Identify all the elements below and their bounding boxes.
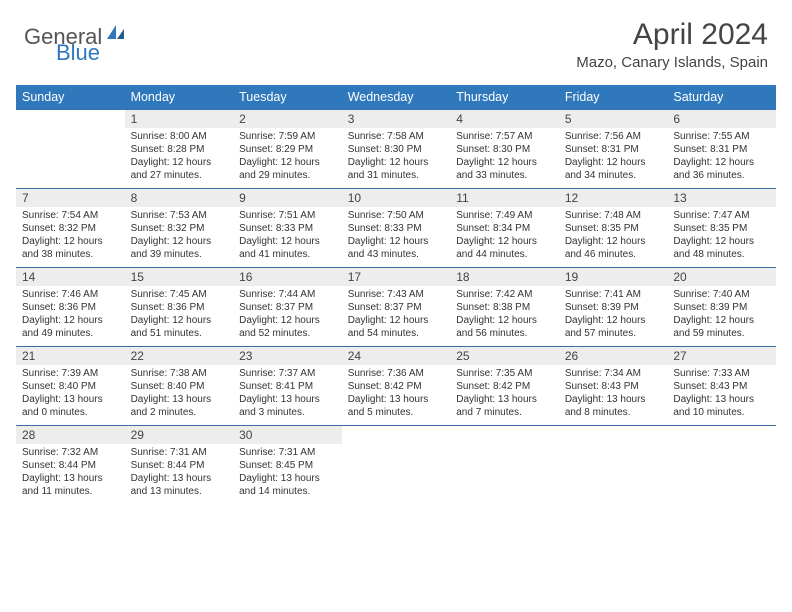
day-number-cell: 1 <box>125 110 234 129</box>
day-detail-cell <box>16 128 125 189</box>
location-label: Mazo, Canary Islands, Spain <box>576 54 768 71</box>
day-detail-cell: Sunrise: 8:00 AM Sunset: 8:28 PM Dayligh… <box>125 128 234 189</box>
daynum-row: 282930 <box>16 426 776 445</box>
weekday-header: Friday <box>559 85 668 110</box>
weekday-header: Wednesday <box>342 85 451 110</box>
day-number-cell: 29 <box>125 426 234 445</box>
day-detail-cell: Sunrise: 7:34 AM Sunset: 8:43 PM Dayligh… <box>559 365 668 426</box>
day-number-cell: 8 <box>125 189 234 208</box>
day-number-cell: 22 <box>125 347 234 366</box>
day-detail-cell: Sunrise: 7:31 AM Sunset: 8:45 PM Dayligh… <box>233 444 342 504</box>
day-detail-cell: Sunrise: 7:58 AM Sunset: 8:30 PM Dayligh… <box>342 128 451 189</box>
day-number-cell: 6 <box>667 110 776 129</box>
daynum-row: 78910111213 <box>16 189 776 208</box>
day-detail-cell: Sunrise: 7:38 AM Sunset: 8:40 PM Dayligh… <box>125 365 234 426</box>
day-detail-cell: Sunrise: 7:56 AM Sunset: 8:31 PM Dayligh… <box>559 128 668 189</box>
day-detail-cell: Sunrise: 7:59 AM Sunset: 8:29 PM Dayligh… <box>233 128 342 189</box>
day-number-cell: 30 <box>233 426 342 445</box>
day-number-cell: 19 <box>559 268 668 287</box>
day-detail-cell: Sunrise: 7:31 AM Sunset: 8:44 PM Dayligh… <box>125 444 234 504</box>
day-detail-cell: Sunrise: 7:32 AM Sunset: 8:44 PM Dayligh… <box>16 444 125 504</box>
day-number-cell: 20 <box>667 268 776 287</box>
day-detail-cell: Sunrise: 7:41 AM Sunset: 8:39 PM Dayligh… <box>559 286 668 347</box>
day-number-cell: 13 <box>667 189 776 208</box>
daynum-row: 123456 <box>16 110 776 129</box>
day-detail-cell: Sunrise: 7:47 AM Sunset: 8:35 PM Dayligh… <box>667 207 776 268</box>
detail-row: Sunrise: 7:46 AM Sunset: 8:36 PM Dayligh… <box>16 286 776 347</box>
day-detail-cell: Sunrise: 7:42 AM Sunset: 8:38 PM Dayligh… <box>450 286 559 347</box>
day-number-cell: 21 <box>16 347 125 366</box>
day-number-cell: 15 <box>125 268 234 287</box>
logo: General Blue <box>24 18 126 50</box>
detail-row: Sunrise: 8:00 AM Sunset: 8:28 PM Dayligh… <box>16 128 776 189</box>
weekday-header: Thursday <box>450 85 559 110</box>
day-detail-cell <box>450 444 559 504</box>
day-number-cell: 26 <box>559 347 668 366</box>
day-number-cell: 11 <box>450 189 559 208</box>
day-detail-cell: Sunrise: 7:51 AM Sunset: 8:33 PM Dayligh… <box>233 207 342 268</box>
title-block: April 2024 Mazo, Canary Islands, Spain <box>576 18 768 71</box>
daynum-row: 14151617181920 <box>16 268 776 287</box>
day-detail-cell: Sunrise: 7:57 AM Sunset: 8:30 PM Dayligh… <box>450 128 559 189</box>
day-detail-cell <box>559 444 668 504</box>
day-number-cell: 16 <box>233 268 342 287</box>
day-number-cell: 9 <box>233 189 342 208</box>
day-number-cell: 28 <box>16 426 125 445</box>
day-detail-cell <box>667 444 776 504</box>
day-detail-cell: Sunrise: 7:35 AM Sunset: 8:42 PM Dayligh… <box>450 365 559 426</box>
day-number-cell <box>342 426 451 445</box>
day-detail-cell: Sunrise: 7:55 AM Sunset: 8:31 PM Dayligh… <box>667 128 776 189</box>
day-detail-cell: Sunrise: 7:54 AM Sunset: 8:32 PM Dayligh… <box>16 207 125 268</box>
weekday-header: Saturday <box>667 85 776 110</box>
day-number-cell: 5 <box>559 110 668 129</box>
detail-row: Sunrise: 7:32 AM Sunset: 8:44 PM Dayligh… <box>16 444 776 504</box>
day-detail-cell: Sunrise: 7:37 AM Sunset: 8:41 PM Dayligh… <box>233 365 342 426</box>
day-detail-cell: Sunrise: 7:43 AM Sunset: 8:37 PM Dayligh… <box>342 286 451 347</box>
day-detail-cell: Sunrise: 7:39 AM Sunset: 8:40 PM Dayligh… <box>16 365 125 426</box>
day-number-cell: 27 <box>667 347 776 366</box>
day-number-cell <box>450 426 559 445</box>
day-number-cell: 25 <box>450 347 559 366</box>
day-detail-cell: Sunrise: 7:44 AM Sunset: 8:37 PM Dayligh… <box>233 286 342 347</box>
logo-sail-icon <box>106 24 126 47</box>
day-number-cell: 24 <box>342 347 451 366</box>
weekday-header-row: Sunday Monday Tuesday Wednesday Thursday… <box>16 85 776 110</box>
day-number-cell: 4 <box>450 110 559 129</box>
day-detail-cell: Sunrise: 7:49 AM Sunset: 8:34 PM Dayligh… <box>450 207 559 268</box>
detail-row: Sunrise: 7:54 AM Sunset: 8:32 PM Dayligh… <box>16 207 776 268</box>
day-number-cell: 17 <box>342 268 451 287</box>
day-detail-cell: Sunrise: 7:50 AM Sunset: 8:33 PM Dayligh… <box>342 207 451 268</box>
weekday-header: Sunday <box>16 85 125 110</box>
header: General Blue April 2024 Mazo, Canary Isl… <box>0 0 792 79</box>
day-detail-cell: Sunrise: 7:48 AM Sunset: 8:35 PM Dayligh… <box>559 207 668 268</box>
day-detail-cell: Sunrise: 7:46 AM Sunset: 8:36 PM Dayligh… <box>16 286 125 347</box>
day-number-cell: 12 <box>559 189 668 208</box>
day-number-cell <box>559 426 668 445</box>
day-number-cell <box>667 426 776 445</box>
weekday-header: Tuesday <box>233 85 342 110</box>
day-detail-cell <box>342 444 451 504</box>
day-number-cell: 18 <box>450 268 559 287</box>
daynum-row: 21222324252627 <box>16 347 776 366</box>
day-detail-cell: Sunrise: 7:40 AM Sunset: 8:39 PM Dayligh… <box>667 286 776 347</box>
calendar-table: Sunday Monday Tuesday Wednesday Thursday… <box>16 85 776 504</box>
month-title: April 2024 <box>576 18 768 52</box>
day-detail-cell: Sunrise: 7:33 AM Sunset: 8:43 PM Dayligh… <box>667 365 776 426</box>
weekday-header: Monday <box>125 85 234 110</box>
day-number-cell: 14 <box>16 268 125 287</box>
day-number-cell <box>16 110 125 129</box>
logo-text-blue: Blue <box>56 40 100 65</box>
day-number-cell: 3 <box>342 110 451 129</box>
day-detail-cell: Sunrise: 7:45 AM Sunset: 8:36 PM Dayligh… <box>125 286 234 347</box>
day-number-cell: 10 <box>342 189 451 208</box>
day-detail-cell: Sunrise: 7:53 AM Sunset: 8:32 PM Dayligh… <box>125 207 234 268</box>
day-number-cell: 7 <box>16 189 125 208</box>
detail-row: Sunrise: 7:39 AM Sunset: 8:40 PM Dayligh… <box>16 365 776 426</box>
day-number-cell: 2 <box>233 110 342 129</box>
day-detail-cell: Sunrise: 7:36 AM Sunset: 8:42 PM Dayligh… <box>342 365 451 426</box>
day-number-cell: 23 <box>233 347 342 366</box>
